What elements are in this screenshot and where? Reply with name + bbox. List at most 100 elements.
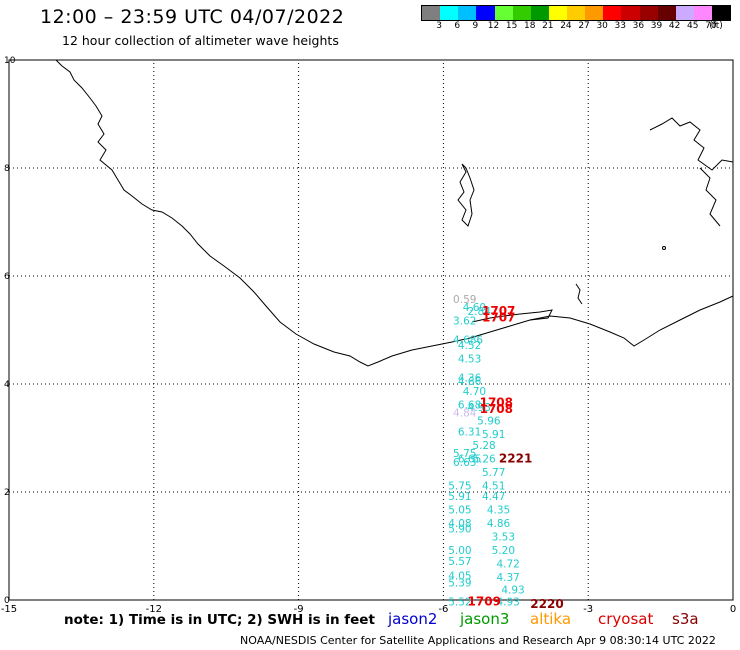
swh-value: 4.51 (482, 480, 505, 492)
map-frame (8, 59, 734, 601)
swh-value: 4.47 (482, 491, 505, 503)
swh-value: 4.05 (448, 570, 471, 582)
inland-lake (457, 163, 475, 227)
pass-time-label: 1707 (482, 304, 515, 318)
swh-value: 4.35 (487, 505, 510, 517)
satellite-jason2: jason2 (388, 610, 438, 628)
legend-swatch (603, 6, 622, 20)
swh-value: 4.70 (463, 386, 486, 398)
legend-swatch (675, 6, 694, 20)
legend-label: 24 (560, 21, 572, 31)
swh-value: 4.52 (458, 340, 481, 352)
swh-value: 4.93 (496, 596, 519, 608)
legend-swatch (458, 6, 477, 20)
swh-value: 4.53 (458, 353, 481, 365)
pass-time-label: 1708 (480, 396, 513, 410)
swh-value: 4.86 (487, 518, 511, 530)
river-inlet (575, 283, 583, 305)
swh-value: 6.63 (453, 457, 476, 469)
legend-swatch (422, 6, 441, 20)
pass-time-label: 2221 (499, 451, 532, 465)
x-tick-label: -6 (438, 604, 448, 615)
y-tick-label: 4 (4, 380, 10, 390)
swh-value: 5.91 (448, 491, 471, 503)
axis-ticks: -15 -12 -9 -6 -3 0 0 2 4 6 8 10 (1, 56, 736, 615)
legend-swatch (639, 6, 658, 20)
y-tick-label: 0 (4, 596, 10, 606)
swh-value: 5.20 (492, 545, 515, 557)
legend-labels: 3 6 9 12 15 18 21 24 27 30 33 36 39 42 45 70 (ft) (421, 21, 731, 33)
inland-river-branch (699, 167, 721, 227)
legend-swatch (530, 6, 549, 20)
legend-label: 15 (505, 21, 518, 31)
inland-dot (662, 246, 666, 250)
swh-value: 5.52 (448, 596, 471, 608)
coastline (55, 59, 734, 367)
swh-value: 5.05 (448, 505, 471, 517)
legend-swatch (712, 6, 731, 20)
legend-label: 6 (454, 21, 461, 31)
inland-river (649, 117, 734, 171)
legend-label: 45 (687, 21, 699, 31)
credit-footer: NOAA/NESDIS Center for Satellite Applica… (240, 634, 716, 647)
satellite-cryosat: cryosat (598, 610, 654, 628)
swh-value: 5.75 (448, 480, 471, 492)
y-tick-label: 2 (4, 488, 10, 498)
swh-value: 4.686 (453, 335, 483, 347)
swh-value: 4.93 (468, 402, 491, 414)
legend-swatch (657, 6, 676, 20)
legend-label: 39 (650, 21, 663, 31)
pass-time-label: 2220 (530, 597, 563, 611)
pass-time-label: 1707 (482, 310, 515, 324)
swh-value: 5.77 (482, 467, 505, 479)
legend-swatch (494, 6, 513, 20)
legend-label: 9 (472, 21, 479, 31)
coastal-lagoon (471, 309, 553, 323)
legend-label: 21 (542, 21, 554, 31)
legend-swatch (476, 6, 495, 20)
x-tick-label: -9 (294, 604, 304, 615)
satellite-altika: altika (530, 610, 572, 628)
satellite-s3a: s3a (672, 610, 699, 628)
legend-swatch (693, 6, 712, 20)
legend-swatch (512, 6, 531, 20)
legend-label: 30 (596, 21, 608, 31)
x-tick-label: -3 (583, 604, 593, 615)
y-tick-label: 6 (4, 272, 10, 282)
swh-value: 4.93 (501, 585, 524, 597)
legend-swatch (440, 6, 459, 20)
swh-value: 4.84 (453, 407, 477, 419)
y-tick-label: 8 (4, 164, 10, 174)
swh-value: 2.84 (468, 306, 492, 318)
y-tick-label: 10 (4, 56, 16, 66)
footnote: note: 1) Time is in UTC; 2) SWH is in fe… (64, 612, 375, 628)
swh-value: 5.96 (477, 416, 501, 428)
swh-value: 5.57 (448, 556, 471, 568)
legend-swatch (567, 6, 586, 20)
swh-value: 3.53 (492, 532, 515, 544)
swh-value: 5.91 (482, 429, 505, 441)
swh-value: 4.36 (458, 372, 482, 384)
satellite-jason3: jason3 (460, 610, 510, 628)
mainland-coast (55, 59, 734, 367)
swh-value: 6.65 (458, 453, 481, 465)
swh-value: 4.37 (496, 572, 519, 584)
legend-label: 3 (436, 21, 442, 31)
legend-label: 12 (487, 21, 500, 31)
swh-value: 4.72 (496, 559, 519, 571)
swh-value: 4.08 (448, 518, 471, 530)
grid-lines (8, 59, 734, 601)
pass-time-label: 1708 (480, 402, 513, 416)
swh-value: 6.68 (458, 399, 481, 411)
x-tick-label: -12 (146, 604, 162, 615)
swh-value: 5.26 (472, 453, 496, 465)
swh-value: 4.60 (463, 302, 486, 314)
swh-value: 0.59 (453, 294, 476, 306)
legend-unit: (ft) (709, 21, 723, 31)
swh-value: 5.90 (448, 524, 471, 536)
swh-value: 5.00 (448, 545, 471, 557)
swh-value: 5.28 (472, 440, 495, 452)
wave-height-track: 0.594.602.843.624.6864.524.534.364.664.7… (448, 294, 563, 611)
x-tick-label: -15 (1, 604, 17, 615)
